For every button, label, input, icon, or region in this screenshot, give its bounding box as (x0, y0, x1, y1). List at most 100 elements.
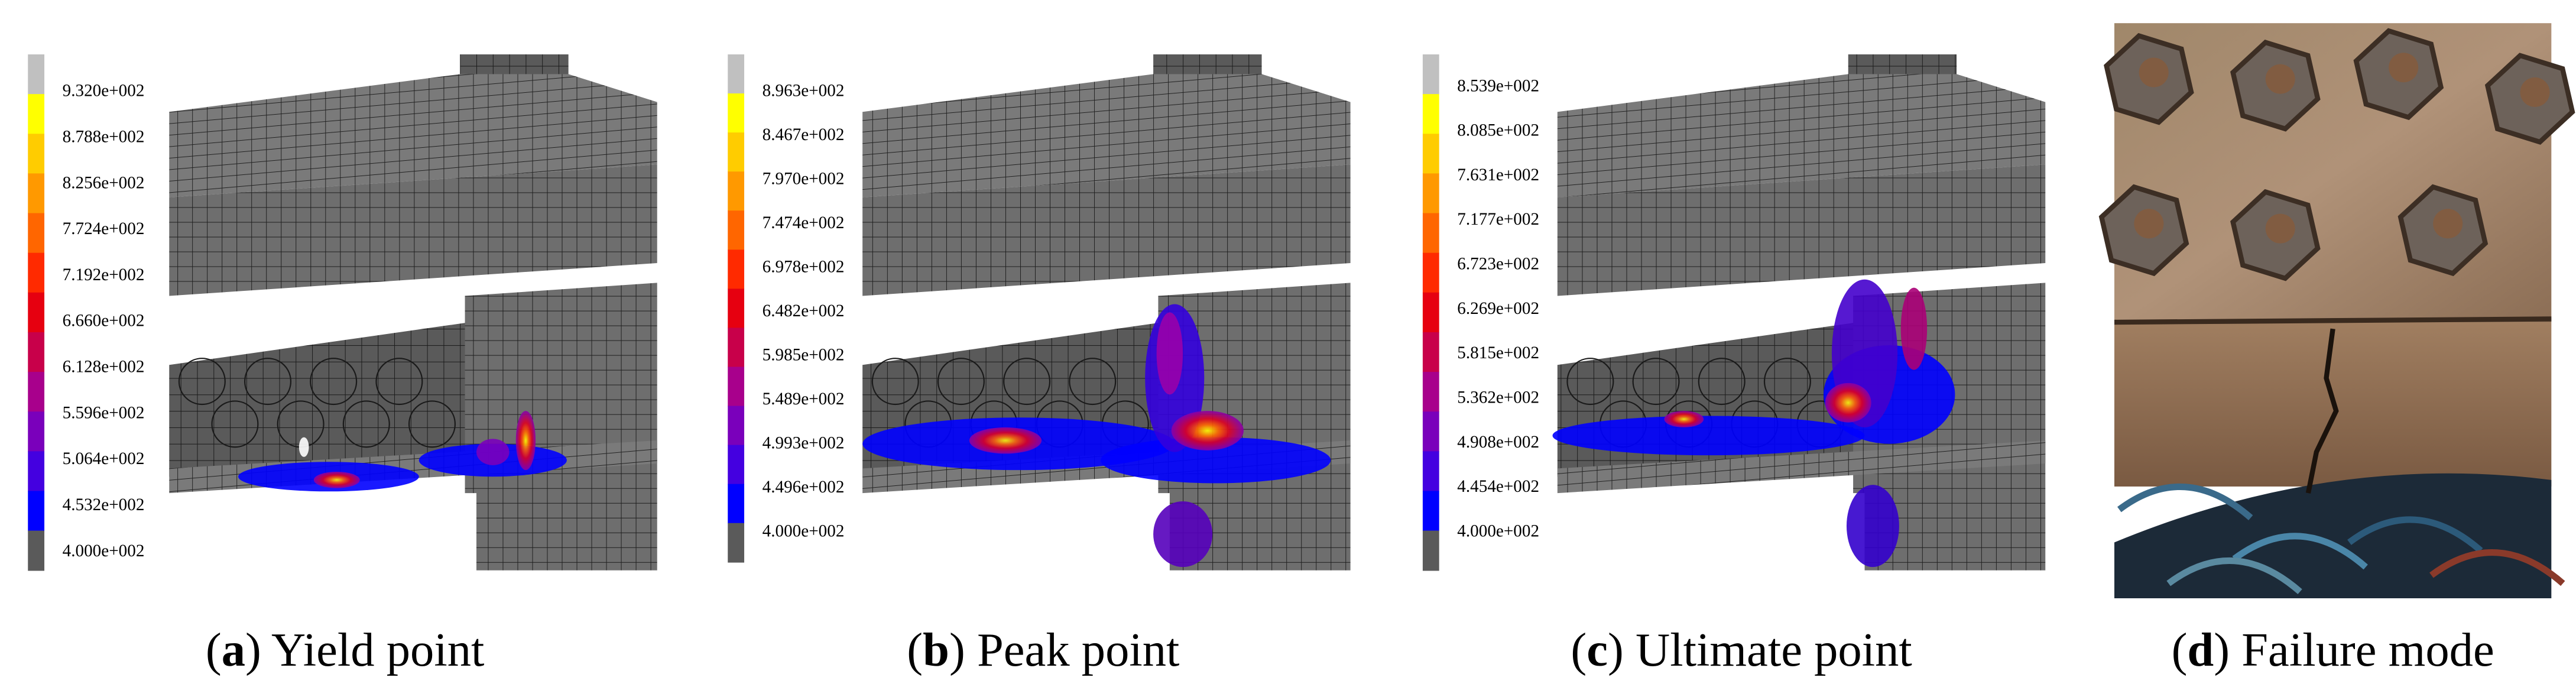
caption-part: ) Ultimate point (1608, 624, 1912, 676)
legend-label: 8.085e+002 (1457, 121, 1539, 140)
bolt-ring (310, 358, 358, 406)
slab-front (169, 164, 657, 296)
caption-part: ( (907, 624, 923, 676)
slab-top (1557, 74, 2046, 197)
legend-label: 7.631e+002 (1457, 166, 1539, 184)
legend-swatch (1422, 94, 1439, 135)
legend-label: 6.482e+002 (763, 302, 845, 320)
bolt-ring (1003, 358, 1051, 406)
caption: (b) Peak point (907, 624, 1179, 676)
bolt-ring (244, 358, 292, 406)
legend-swatch (28, 94, 45, 135)
caption-part: a (222, 624, 245, 676)
legend-label: 9.320e+002 (63, 82, 145, 101)
bolt-ring (937, 358, 985, 406)
legend-label: 7.970e+002 (763, 170, 845, 189)
legend-label: 6.128e+002 (63, 358, 145, 377)
legend-swatch (728, 171, 745, 212)
legend-swatch (28, 292, 45, 333)
bolt-ring (178, 358, 226, 406)
caption-part: d (2187, 624, 2214, 676)
bolt-ring (1566, 358, 1614, 406)
stress-zone (1153, 501, 1213, 568)
legend-swatch (728, 93, 745, 133)
edge (2114, 316, 2552, 325)
legend-swatch (1422, 451, 1439, 492)
legend-label: 6.269e+002 (1457, 299, 1539, 318)
legend-label: 8.963e+002 (763, 82, 845, 101)
stress-zone (299, 437, 309, 457)
legend-swatch (728, 328, 745, 368)
stress-zone (1101, 437, 1331, 484)
legend-label: 7.177e+002 (1457, 210, 1539, 229)
legend-swatch (28, 173, 45, 214)
legend-label: 5.985e+002 (763, 346, 845, 365)
stress-zone (969, 427, 1042, 454)
caption-part: ( (206, 624, 222, 676)
legend-label: 5.362e+002 (1457, 388, 1539, 407)
bolt-ring (871, 358, 919, 406)
legend-label: 4.496e+002 (763, 478, 845, 497)
photo (2098, 23, 2575, 598)
caption: (c) Ultimate point (1571, 624, 1912, 676)
stress-zone (515, 411, 536, 471)
legend-swatch (728, 288, 745, 329)
legend-swatch (728, 249, 745, 290)
legend-swatch (1422, 252, 1439, 293)
caption: (a) Yield point (206, 624, 485, 676)
stress-zone (1156, 312, 1183, 395)
stress-zone (1664, 411, 1704, 427)
legend-swatch (728, 54, 745, 94)
legend-label: 5.596e+002 (63, 403, 145, 422)
bolt-ring (408, 400, 456, 448)
legend-label: 5.064e+002 (63, 449, 145, 468)
fe-panel: 9.320e+002 8.788e+002 8.256e+002 7.724e+002… (28, 54, 657, 571)
bolt-ring (1632, 358, 1680, 406)
column-body (465, 283, 657, 570)
slab-front (862, 164, 1351, 296)
legend-swatch (728, 523, 745, 563)
flange (1557, 440, 2046, 494)
legend-label: 4.908e+002 (1457, 433, 1539, 452)
legend-label: 4.000e+002 (63, 542, 145, 560)
wire (2117, 483, 2253, 520)
crack (2305, 328, 2339, 494)
legend-swatch (1422, 54, 1439, 95)
legend-label: 7.474e+002 (763, 213, 845, 232)
legend-swatch (1422, 372, 1439, 413)
caption-part: b (923, 624, 949, 676)
legend-swatch (1422, 213, 1439, 254)
wire (2429, 549, 2565, 586)
bolt-rust (2265, 213, 2295, 244)
bolt-rust (2520, 77, 2550, 107)
legend-label: 8.467e+002 (763, 125, 845, 144)
caption-part: ( (2172, 624, 2188, 676)
slab-top (862, 74, 1351, 197)
legend-label: 8.256e+002 (63, 173, 145, 192)
stress-zone (1552, 416, 1865, 456)
bolt-ring (1698, 358, 1746, 406)
legend-swatch (28, 451, 45, 492)
stress-zone (1900, 287, 1928, 370)
bolt-ring (375, 358, 423, 406)
caption-part: ) Yield point (245, 624, 484, 676)
legend-swatch (28, 134, 45, 174)
legend-label: 4.000e+002 (1457, 521, 1539, 540)
legend-swatch (28, 530, 45, 571)
stress-zone (1171, 411, 1244, 450)
bolt-rust (2265, 64, 2295, 94)
slab-front (1557, 164, 2046, 296)
stress-zone (476, 439, 510, 465)
legend-label: 4.000e+002 (763, 521, 845, 540)
column-body (1158, 283, 1351, 570)
legend-swatch (28, 252, 45, 293)
fe-panel: 8.539e+002 8.085e+002 7.631e+002 7.177e+002… (1422, 54, 2046, 571)
legend-label: 6.723e+002 (1457, 255, 1539, 274)
bolt-ring (211, 400, 259, 448)
legend-swatch (728, 367, 745, 407)
legend-swatch (1422, 173, 1439, 214)
caption-part: ( (1571, 624, 1587, 676)
legend-label: 5.489e+002 (763, 390, 845, 409)
bolt-rust (2139, 57, 2169, 87)
